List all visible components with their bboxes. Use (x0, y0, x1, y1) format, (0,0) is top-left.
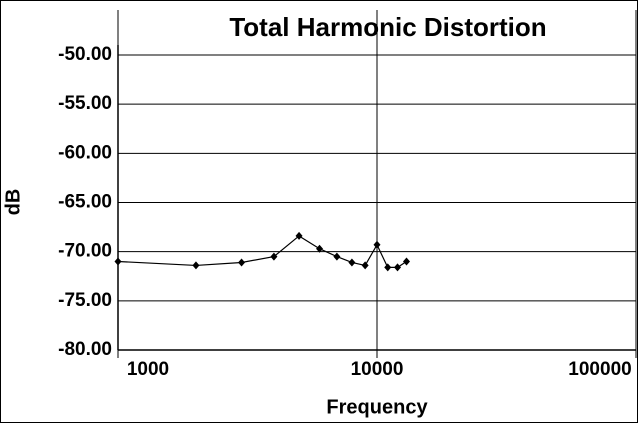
data-point (270, 252, 278, 261)
data-point (333, 252, 341, 261)
y-tick-label: -65.00 (58, 192, 112, 213)
data-point (394, 263, 402, 272)
x-tick-label: 1000 (127, 359, 169, 380)
data-point (238, 258, 246, 267)
x-axis-label: Frequency (326, 396, 428, 418)
data-point (295, 231, 303, 240)
data-point (384, 263, 392, 272)
data-point (403, 257, 411, 266)
y-tick-label: -60.00 (58, 142, 112, 163)
y-tick-label: -80.00 (58, 339, 112, 360)
data-point (114, 257, 122, 266)
chart-title: Total Harmonic Distortion (229, 12, 546, 42)
data-point (373, 240, 381, 249)
y-axis-label: dB (2, 189, 24, 216)
y-tick-label: -70.00 (58, 241, 112, 262)
data-point (348, 258, 356, 267)
y-tick-label: -50.00 (58, 44, 112, 65)
y-tick-label: -75.00 (58, 290, 112, 311)
data-point (192, 261, 200, 270)
data-point (316, 244, 324, 253)
data-point (361, 261, 369, 270)
x-tick-label: 100000 (568, 359, 631, 380)
y-tick-label: -55.00 (58, 93, 112, 114)
x-tick-label: 10000 (351, 359, 404, 380)
